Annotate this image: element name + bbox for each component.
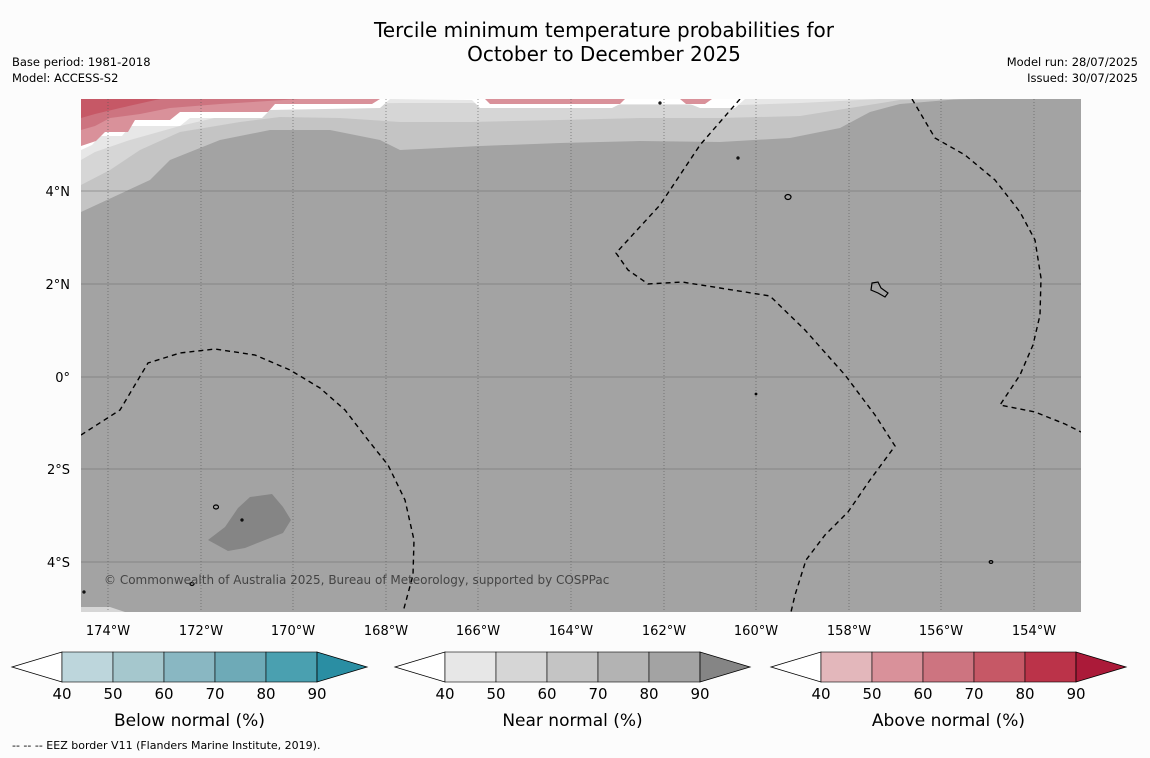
island xyxy=(754,392,758,396)
below-normal-tick-label: 80 xyxy=(256,685,275,703)
below-normal-colorbar-segment xyxy=(112,651,165,683)
chart-title: Tercile minimum temperature probabilitie… xyxy=(0,18,1150,66)
above-normal-colorbar-segment xyxy=(922,651,975,683)
above-normal-colorbar-low-extend xyxy=(769,651,822,683)
below-normal-colorbar-segment xyxy=(163,651,216,683)
below-normal-colorbar-label: Below normal (%) xyxy=(114,711,265,731)
above-normal-colorbar-label: Above normal (%) xyxy=(872,711,1025,731)
near-normal-tick-label: 60 xyxy=(537,685,556,703)
near-normal-colorbar-segment xyxy=(648,651,701,683)
island xyxy=(240,518,244,522)
issued-date: Issued: 30/07/2025 xyxy=(1027,71,1138,85)
near-normal-colorbar-segment xyxy=(546,651,599,683)
above-normal-strip-mid xyxy=(485,99,625,104)
above-normal-colorbar-high-extend xyxy=(1075,651,1128,683)
title-line-2: October to December 2025 xyxy=(467,42,741,66)
lon-label: 156°W xyxy=(919,624,963,639)
below-normal-colorbar: 40 50 60 70 80 90 Below normal (%) xyxy=(10,651,369,731)
island xyxy=(988,559,994,564)
island xyxy=(870,281,889,298)
eez-border-left xyxy=(81,348,415,612)
above-normal-strip-right xyxy=(680,99,712,104)
lat-label: 0° xyxy=(55,371,70,386)
above-normal-60-band xyxy=(81,99,300,130)
below-normal-colorbar-segment xyxy=(61,651,114,683)
map-area[interactable]: © Commonwealth of Australia 2025, Bureau… xyxy=(81,99,1081,612)
lon-label: 168°W xyxy=(364,624,408,639)
above-normal-tick-label: 80 xyxy=(1015,685,1034,703)
near-normal-tick-label: 70 xyxy=(588,685,607,703)
lat-labels: 4°N 2°N 0° 2°S 4°S xyxy=(46,185,71,571)
island xyxy=(784,193,792,201)
eez-footnote: -- -- -- EEZ border V11 (Flanders Marine… xyxy=(12,739,321,752)
above-normal-colorbar-segment xyxy=(871,651,924,683)
above-normal-colorbar-segment xyxy=(1024,651,1077,683)
near-normal-70-band xyxy=(81,99,1081,212)
near-normal-colorbar-segment xyxy=(597,651,650,683)
below-normal-tick-label: 40 xyxy=(52,685,71,703)
near-normal-colorbar: 40 50 60 70 80 90 Near normal (%) xyxy=(393,651,752,731)
above-normal-tick-label: 60 xyxy=(913,685,932,703)
above-normal-colorbar-segment xyxy=(820,651,873,683)
near-normal-90-patch xyxy=(208,494,291,551)
parallels xyxy=(81,190,1081,563)
lat-label: 4°S xyxy=(47,556,70,571)
island xyxy=(189,581,195,587)
near-normal-tick-label: 40 xyxy=(435,685,454,703)
below-normal-tick-label: 90 xyxy=(307,685,326,703)
lon-label: 170°W xyxy=(271,624,315,639)
lat-label: 2°S xyxy=(47,463,70,478)
eez-borders xyxy=(81,99,1081,612)
lon-label: 164°W xyxy=(549,624,593,639)
near-normal-tick-label: 50 xyxy=(486,685,505,703)
lat-label: 4°N xyxy=(46,185,71,200)
above-normal-tick-label: 40 xyxy=(811,685,830,703)
below-normal-colorbar-segment xyxy=(265,651,318,683)
lon-label: 162°W xyxy=(642,624,686,639)
below-normal-tick-label: 70 xyxy=(205,685,224,703)
island xyxy=(736,156,740,160)
lat-label: 2°N xyxy=(46,278,71,293)
below-normal-tick-label: 60 xyxy=(154,685,173,703)
model-run: Model run: 28/07/2025 xyxy=(1006,55,1138,69)
above-normal-70-band xyxy=(81,99,160,118)
lon-label: 174°W xyxy=(86,624,130,639)
near-normal-colorbar-high-extend xyxy=(699,651,752,683)
above-normal-colorbar-segment xyxy=(973,651,1026,683)
below-normal-tick-label: 50 xyxy=(103,685,122,703)
copyright-notice: © Commonwealth of Australia 2025, Bureau… xyxy=(104,573,609,587)
eez-border-center xyxy=(615,99,896,612)
title-line-1: Tercile minimum temperature probabilitie… xyxy=(373,18,835,42)
above-normal-tick-label: 70 xyxy=(964,685,983,703)
below-normal-colorbar-low-extend xyxy=(10,651,63,683)
base-period: Base period: 1981-2018 xyxy=(12,55,151,69)
lon-labels: 174°W 172°W 170°W 168°W 166°W 164°W 162°… xyxy=(86,624,1056,639)
above-normal-tick-label: 50 xyxy=(862,685,881,703)
near-normal-colorbar-label: Near normal (%) xyxy=(502,711,642,731)
above-normal-colorbar: 40 50 60 70 80 90 Above normal (%) xyxy=(769,651,1128,731)
islands xyxy=(82,101,994,594)
lon-label: 172°W xyxy=(179,624,223,639)
near-normal-colorbar-segment xyxy=(444,651,497,683)
lon-label: 160°W xyxy=(734,624,778,639)
meta-left: Base period: 1981-2018 Model: ACCESS-S2 xyxy=(12,54,151,86)
below-normal-colorbar-segment xyxy=(214,651,267,683)
near-normal-colorbar-low-extend xyxy=(393,651,446,683)
above-normal-tick-label: 90 xyxy=(1066,685,1085,703)
lon-label: 166°W xyxy=(456,624,500,639)
colorbars: 40 50 60 70 80 90 Below normal (%) 40 50 60 70 80 90… xyxy=(10,651,1128,731)
meta-right: Model run: 28/07/2025 Issued: 30/07/2025 xyxy=(1007,54,1138,86)
near-normal-tick-label: 80 xyxy=(639,685,658,703)
near-normal-bottom-corner xyxy=(81,607,125,612)
near-normal-tick-label: 90 xyxy=(690,685,709,703)
island xyxy=(212,504,220,510)
island xyxy=(658,101,662,105)
below-normal-colorbar-high-extend xyxy=(316,651,369,683)
island xyxy=(82,590,86,594)
model-name: Model: ACCESS-S2 xyxy=(12,71,119,85)
lon-label: 154°W xyxy=(1012,624,1056,639)
lon-label: 158°W xyxy=(827,624,871,639)
near-normal-colorbar-segment xyxy=(495,651,548,683)
